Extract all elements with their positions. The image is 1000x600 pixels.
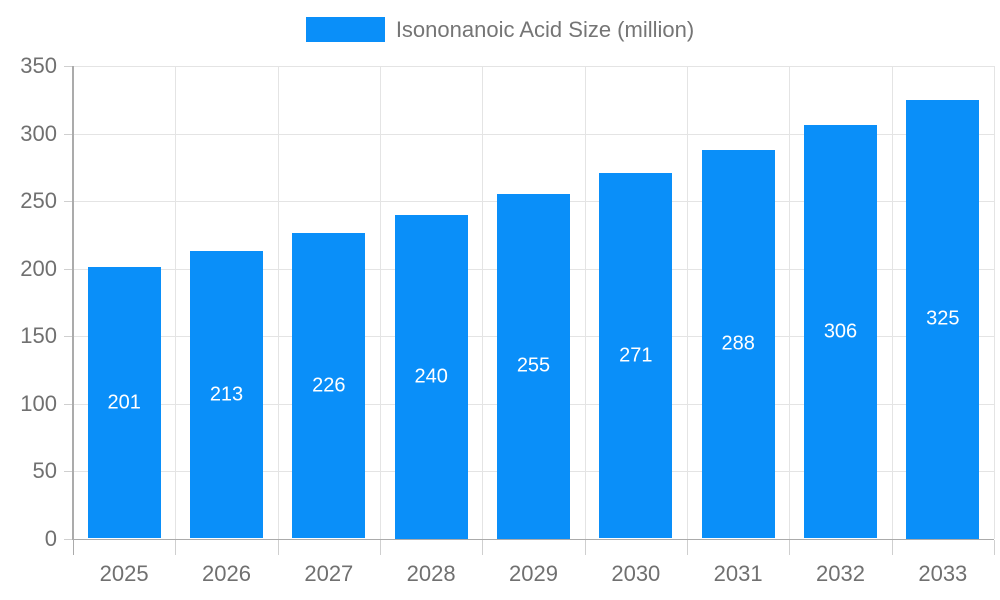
y-axis-tick (64, 403, 73, 405)
y-axis-tick (64, 133, 73, 135)
legend: Isononanoic Acid Size (million) (0, 17, 1000, 42)
y-axis-tick (64, 471, 73, 472)
x-axis-line (72, 538, 994, 540)
y-axis-tick (64, 538, 73, 540)
x-axis-tick (891, 539, 893, 555)
bar-value-label: 306 (823, 320, 858, 343)
v-gridline (891, 66, 893, 539)
h-gridline (73, 66, 994, 67)
bar-2030[interactable]: 271 (599, 172, 673, 539)
v-gridline (175, 66, 177, 539)
x-axis-tick (789, 539, 791, 555)
y-axis-tick-label: 200 (20, 255, 57, 281)
bar-2032[interactable]: 306 (804, 125, 877, 539)
bar-2028[interactable]: 240 (394, 214, 468, 539)
legend-label: Isononanoic Acid Size (million) (395, 17, 695, 42)
bar-value-label: 226 (312, 374, 346, 397)
v-gridline (994, 66, 995, 539)
x-axis-tick (277, 539, 279, 555)
x-axis-tick (175, 539, 177, 555)
x-axis-tick-label: 2029 (509, 561, 558, 586)
x-axis-tick (687, 539, 688, 555)
legend-swatch-icon (305, 17, 385, 42)
y-axis-tick-label: 100 (20, 390, 57, 416)
bar-2029[interactable]: 255 (497, 194, 570, 539)
y-axis-tick (64, 201, 73, 202)
x-axis-tick-label: 2025 (99, 561, 149, 586)
y-axis-tick-label: 350 (20, 53, 57, 78)
v-gridline (380, 66, 381, 539)
x-axis-tick (73, 539, 74, 555)
x-axis-tick-label: 2028 (406, 561, 456, 586)
v-gridline (584, 66, 586, 539)
bar-2025[interactable]: 201 (87, 267, 161, 539)
x-axis-tick (584, 539, 586, 555)
bar-value-label: 240 (414, 365, 448, 387)
x-axis-tick-label: 2026 (202, 561, 251, 586)
x-axis-tick (994, 539, 995, 555)
bar-value-label: 213 (209, 383, 244, 406)
x-axis-tick-label: 2031 (713, 561, 763, 586)
bar-2031[interactable]: 288 (701, 149, 775, 539)
bar-value-label: 255 (516, 354, 551, 377)
bar-2026[interactable]: 213 (190, 250, 263, 539)
x-axis-tick-label: 2032 (816, 561, 865, 586)
y-axis-tick-label: 250 (20, 188, 57, 213)
h-gridline (73, 133, 994, 135)
v-gridline (482, 66, 484, 539)
y-axis-tick-label: 50 (32, 458, 57, 483)
y-axis-tick (64, 336, 73, 337)
y-axis-tick-label: 300 (20, 120, 57, 146)
bar-2033[interactable]: 325 (906, 99, 980, 539)
bar-value-label: 271 (619, 344, 653, 367)
v-gridline (789, 66, 791, 539)
x-axis-tick (482, 539, 484, 555)
bar-2027[interactable]: 226 (292, 233, 366, 539)
y-axis-tick-label: 150 (20, 323, 57, 348)
x-axis-tick-label: 2033 (918, 561, 968, 586)
y-axis-line (72, 66, 74, 540)
bar-value-label: 325 (926, 307, 960, 330)
v-gridline (277, 66, 279, 539)
v-gridline (687, 66, 688, 539)
y-axis-tick (64, 268, 73, 270)
bar-value-label: 201 (107, 391, 141, 414)
legend-item[interactable]: Isononanoic Acid Size (million) (305, 17, 695, 42)
y-axis-tick-label: 0 (44, 525, 57, 551)
bar-value-label: 288 (721, 332, 755, 355)
x-axis-tick-label: 2030 (611, 561, 661, 586)
x-axis-tick (380, 539, 381, 555)
x-axis-tick-label: 2027 (304, 561, 354, 586)
y-axis-tick (64, 66, 73, 67)
